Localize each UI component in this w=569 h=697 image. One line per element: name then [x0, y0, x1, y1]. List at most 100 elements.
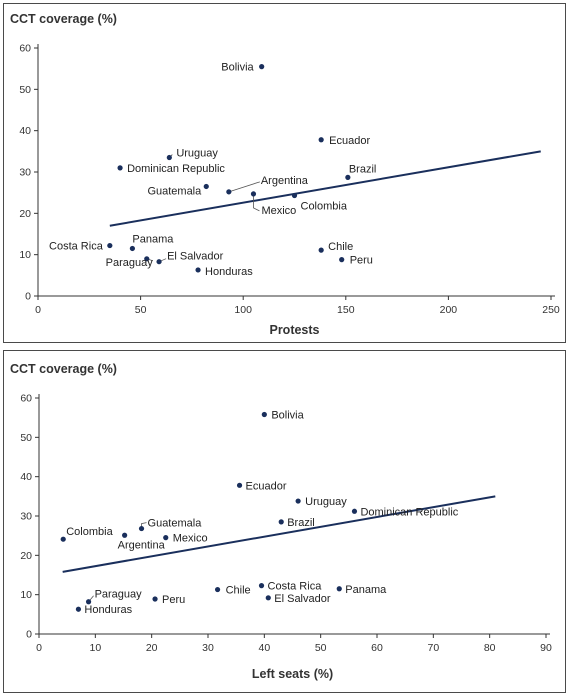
left-seats-x-tick-label: 70 [427, 642, 439, 654]
left-seats-label-bolivia: Bolivia [271, 410, 304, 422]
protests-label-dominican-republic: Dominican Republic [127, 163, 225, 175]
scatter-panel-protests: 0 10 20 30 40 50 60 0 50 100 150 200 250 CCT coverage… [3, 3, 566, 343]
left-seats-label-honduras: Honduras [84, 604, 132, 616]
protests-label-paraguay: Paraguay [106, 257, 154, 269]
left-seats-label-costa-rica: Costa Rica [268, 581, 323, 593]
protests-y-tick-label: 30 [19, 167, 31, 179]
left-seats-point-bolivia [261, 411, 267, 418]
protests-point-dominican-republic [117, 165, 123, 171]
left-seats-x-tick-label: 10 [89, 642, 101, 654]
protests-point-brazil [345, 174, 351, 180]
left-seats-label-guatemala: Guatemala [148, 518, 203, 530]
left-seats-label-chile: Chile [226, 585, 251, 597]
left-seats-label-argentina: Argentina [118, 539, 166, 551]
left-seats-point-peru [152, 596, 158, 602]
protests-y-axis-title: CCT coverage (%) [10, 12, 117, 26]
left-seats-label-colombia: Colombia [66, 526, 113, 538]
protests-point-honduras [195, 267, 201, 273]
protests-label-costa-rica: Costa Rica [49, 241, 104, 253]
protests-y-tick-label: 50 [19, 84, 31, 96]
left-seats-point-panama [336, 586, 342, 592]
scatter-chart-left-seats: 0 10 20 30 40 50 60 0 10 20 30 40 50 60 70 80 90 CCT cove… [10, 362, 552, 681]
protests-label-peru: Peru [350, 255, 373, 267]
protests-x-tick-label: 200 [440, 304, 458, 316]
protests-x-tick-label: 250 [542, 304, 560, 316]
protests-label-guatemala: Guatemala [147, 185, 202, 197]
left-seats-y-tick-label: 10 [20, 589, 32, 601]
protests-leader-mexico [253, 193, 260, 212]
left-seats-point-el-salvador [265, 595, 271, 601]
left-seats-label-peru: Peru [162, 594, 185, 606]
protests-label-el-salvador: El Salvador [167, 251, 224, 263]
protests-point-panama [129, 245, 135, 252]
protests-point-bolivia [259, 64, 265, 70]
left-seats-y-tick-label: 30 [20, 511, 32, 523]
left-seats-x-tick-label: 80 [484, 642, 496, 654]
protests-label-argentina: Argentina [261, 175, 309, 187]
protests-y-tick-label: 60 [19, 43, 31, 55]
left-seats-y-tick-label: 50 [20, 432, 32, 444]
left-seats-label-paraguay: Paraguay [95, 589, 143, 601]
protests-point-el-salvador [156, 259, 162, 265]
protests-label-panama: Panama [132, 233, 174, 245]
protests-x-axis-title: Protests [269, 323, 319, 337]
protests-x-tick-label: 50 [135, 304, 147, 316]
protests-point-colombia [291, 192, 298, 199]
left-seats-trendline [62, 495, 496, 573]
protests-label-colombia: Colombia [301, 201, 348, 213]
left-seats-label-el-salvador: El Salvador [274, 593, 331, 605]
left-seats-y-tick-label: 40 [20, 471, 32, 483]
left-seats-x-tick-label: 40 [258, 642, 270, 654]
left-seats-label-dominican-republic: Dominican Republic [360, 506, 458, 518]
protests-leader-argentina [228, 181, 260, 193]
protests-y-tick-label: 10 [19, 249, 31, 261]
left-seats-point-brazil [278, 519, 284, 525]
protests-point-mexico [250, 191, 257, 197]
left-seats-point-mexico [163, 535, 169, 541]
protests-point-argentina [226, 189, 232, 195]
protests-point-ecuador [318, 137, 324, 143]
protests-point-peru [339, 257, 345, 263]
protests-x-tick-label: 150 [337, 304, 355, 316]
left-seats-x-tick-label: 60 [371, 642, 383, 654]
left-seats-x-tick-label: 90 [540, 642, 552, 654]
scatter-panel-left-seats: 0 10 20 30 40 50 60 0 10 20 30 40 50 60 70 80 90 CCT cove… [3, 350, 566, 693]
left-seats-label-brazil: Brazil [287, 517, 315, 529]
left-seats-label-panama: Panama [345, 584, 387, 596]
left-seats-point-guatemala [138, 525, 145, 532]
protests-y-tick-label: 40 [19, 125, 31, 137]
left-seats-x-tick-label: 30 [202, 642, 214, 654]
left-seats-x-tick-label: 20 [146, 642, 158, 654]
left-seats-y-tick-label: 20 [20, 550, 32, 562]
left-seats-label-ecuador: Ecuador [246, 480, 287, 492]
left-seats-label-uruguay: Uruguay [305, 496, 347, 508]
left-seats-point-argentina [122, 532, 128, 538]
left-seats-x-axis-title: Left seats (%) [252, 667, 333, 681]
left-seats-point-dominican-republic [351, 508, 358, 514]
scatter-chart-protests: 0 10 20 30 40 50 60 0 50 100 150 200 250 CCT coverage… [10, 12, 560, 337]
left-seats-point-paraguay [85, 599, 92, 605]
protests-label-uruguay: Uruguay [176, 148, 218, 160]
protests-y-tick-label: 20 [19, 208, 31, 220]
left-seats-point-uruguay [295, 498, 301, 504]
left-seats-y-tick-label: 60 [20, 393, 32, 405]
protests-label-chile: Chile [328, 241, 353, 253]
protests-point-guatemala [203, 183, 209, 190]
protests-label-brazil: Brazil [349, 163, 377, 175]
left-seats-x-tick-label: 0 [36, 642, 42, 654]
left-seats-point-ecuador [236, 482, 243, 488]
protests-label-ecuador: Ecuador [329, 135, 370, 147]
protests-trendline [109, 150, 541, 227]
left-seats-label-mexico: Mexico [173, 533, 208, 545]
protests-point-costa-rica [107, 242, 113, 249]
left-seats-point-colombia [60, 536, 66, 542]
protests-point-paraguay [144, 256, 150, 262]
protests-x-tick-label: 0 [35, 304, 41, 316]
protests-y-tick-label: 0 [25, 291, 31, 303]
left-seats-x-tick-label: 50 [315, 642, 327, 654]
protests-label-mexico: Mexico [261, 205, 296, 217]
left-seats-point-costa-rica [258, 583, 265, 589]
left-seats-point-chile [214, 586, 221, 593]
protests-point-chile [318, 247, 324, 253]
protests-x-tick-label: 100 [234, 304, 252, 316]
